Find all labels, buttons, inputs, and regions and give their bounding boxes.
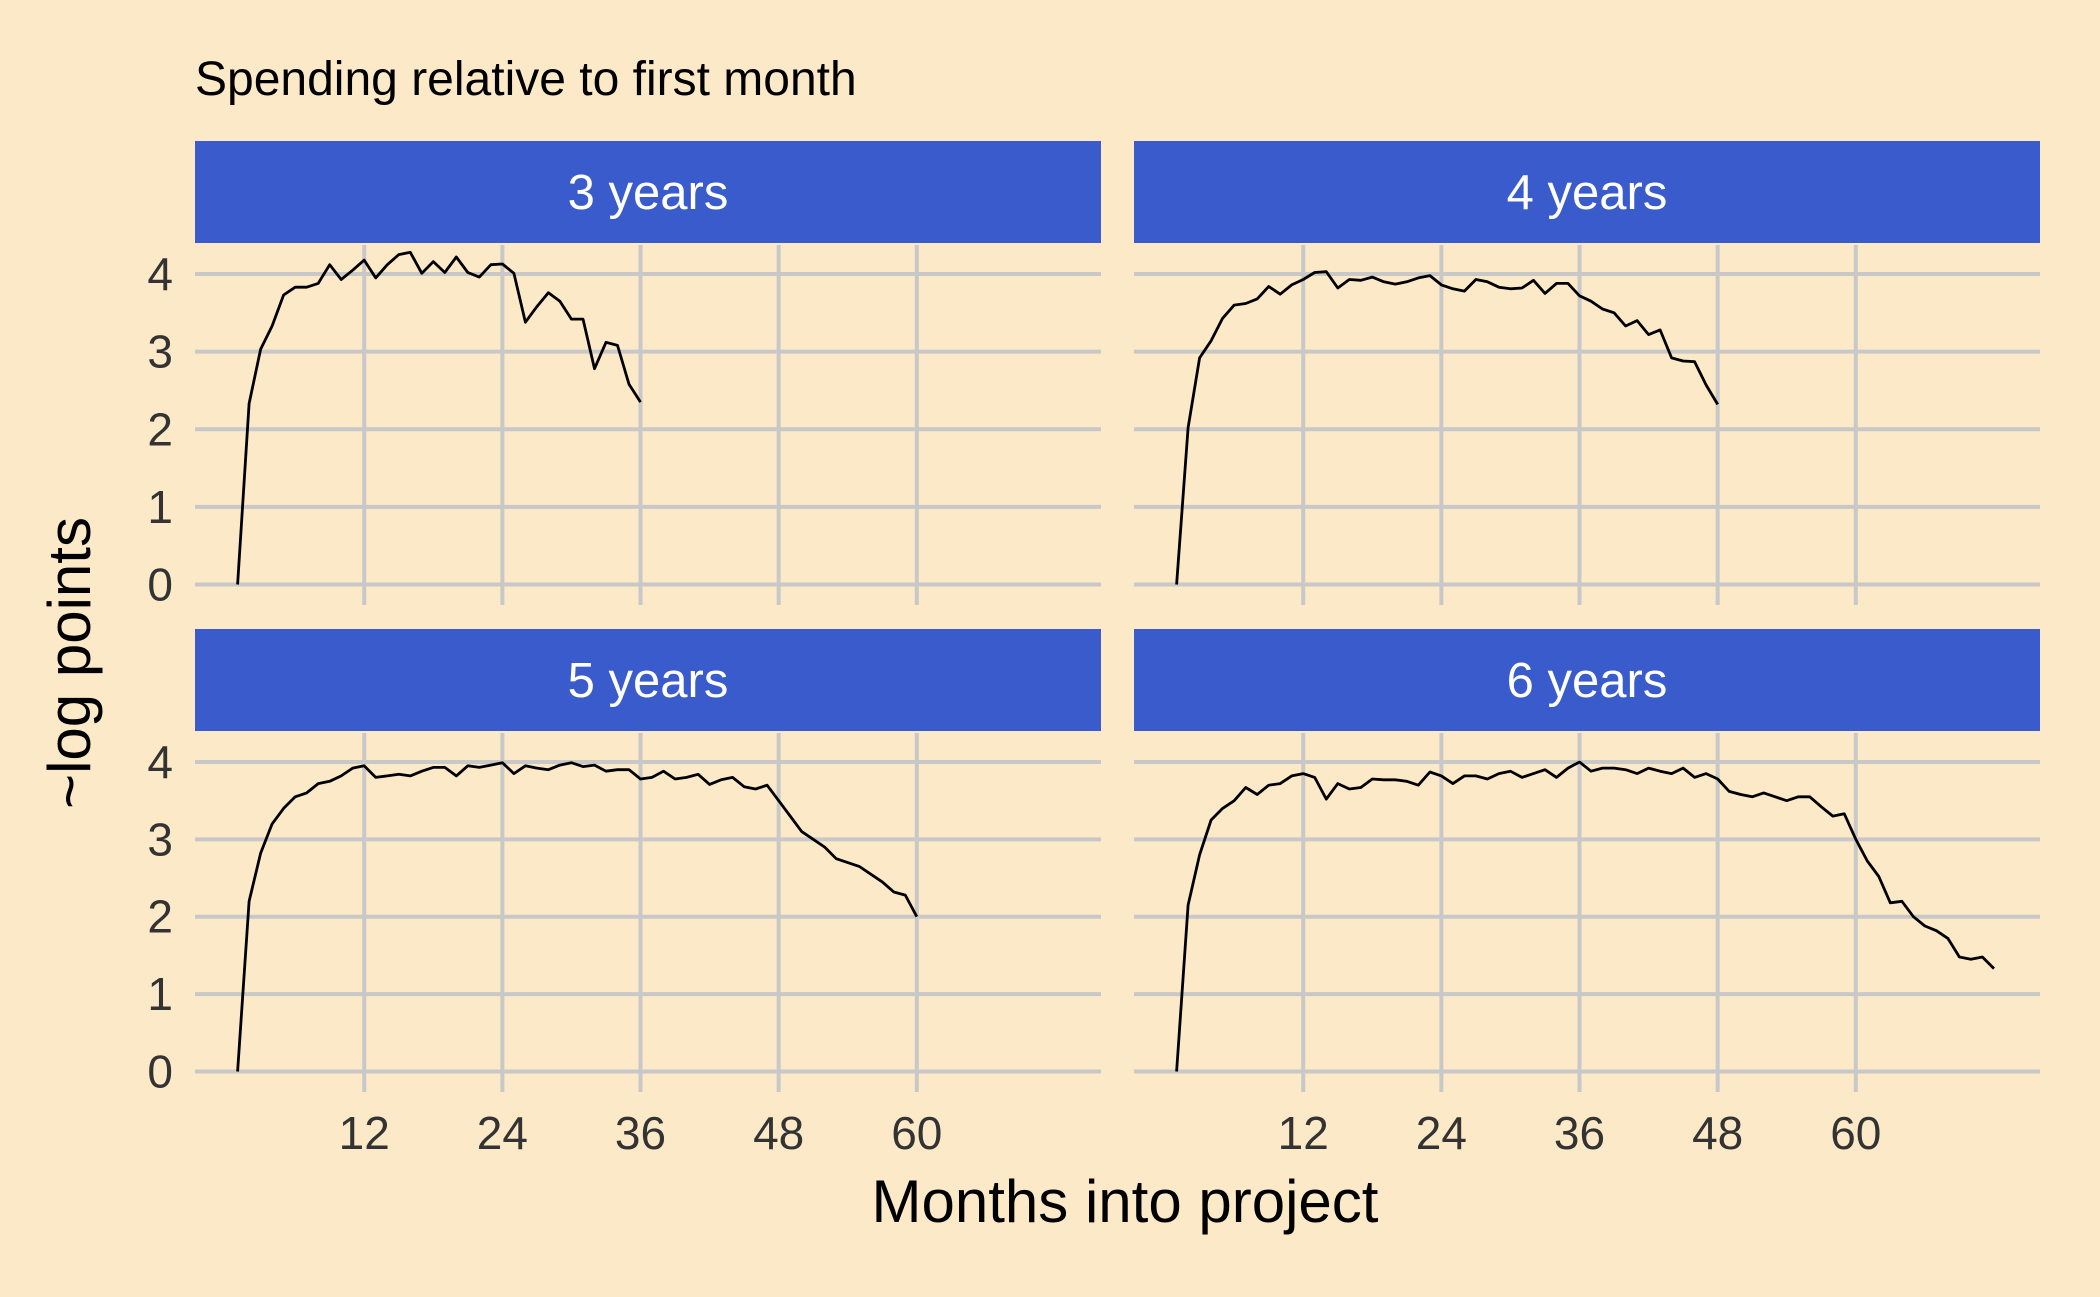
x-tick-label: 48	[1692, 1107, 1743, 1159]
facet-strip-label: 4 years	[1507, 166, 1668, 220]
facet-strip	[1134, 629, 2040, 731]
x-tick-label: 48	[753, 1107, 804, 1159]
y-tick-label: 4	[147, 736, 173, 788]
x-tick-label: 12	[1278, 1107, 1329, 1159]
series-line	[1175, 760, 1995, 1072]
series-line	[236, 250, 642, 585]
x-tick-label: 24	[1416, 1107, 1467, 1159]
facet-strip	[195, 629, 1101, 731]
y-tick-label: 3	[147, 813, 173, 865]
x-tick-label: 36	[1554, 1107, 1605, 1159]
facet-panel: 4 years	[1134, 141, 2040, 605]
x-tick-label: 24	[477, 1107, 528, 1159]
chart-title: Spending relative to first month	[195, 53, 857, 106]
facet-strip	[195, 141, 1101, 243]
x-tick-label: 60	[891, 1107, 942, 1159]
y-tick-label: 3	[147, 326, 173, 378]
series-line	[236, 761, 919, 1072]
facet-strip-label: 3 years	[568, 166, 729, 220]
y-tick-label: 0	[147, 558, 173, 610]
y-tick-label: 0	[147, 1046, 173, 1098]
x-axis-title: Months into project	[872, 1168, 1379, 1235]
facet-strip	[1134, 141, 2040, 243]
y-tick-label: 4	[147, 248, 173, 300]
x-tick-label: 36	[615, 1107, 666, 1159]
x-tick-label: 12	[339, 1107, 390, 1159]
y-axis-title: ~log points	[36, 517, 103, 809]
facet-panel: 3 years 0 1 2 3 4	[147, 141, 1101, 610]
facet-strip-label: 5 years	[568, 654, 729, 708]
facet-strip-label: 6 years	[1507, 654, 1668, 708]
y-tick-label: 2	[147, 891, 173, 943]
series-line	[1175, 270, 1719, 585]
x-tick-label: 60	[1830, 1107, 1881, 1159]
y-tick-label: 1	[147, 481, 173, 533]
y-tick-label: 2	[147, 403, 173, 455]
facet-panel: 6 years 12 24 36 48 60	[1134, 629, 2040, 1159]
y-tick-label: 1	[147, 968, 173, 1020]
